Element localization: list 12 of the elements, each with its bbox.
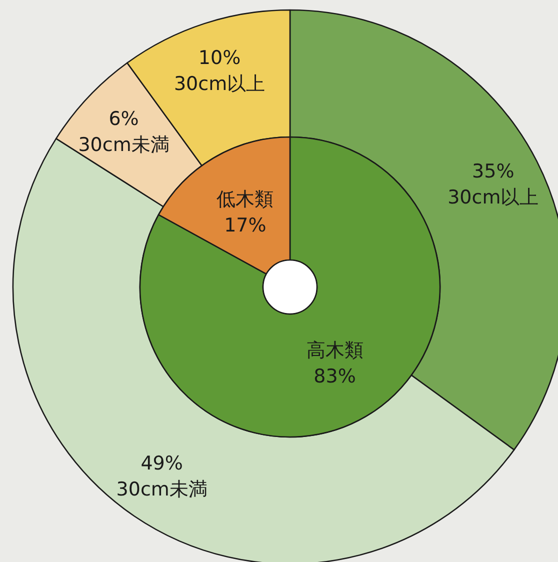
slice-label: 30cm未満 [116,478,208,501]
slice-label: 低木類 [216,188,274,210]
data-label: 49% [140,452,183,475]
data-label: 35% [472,160,514,182]
slice-label: 30cm以上 [174,73,266,96]
data-label: 83% [314,366,356,388]
data-label: 17% [224,214,266,236]
data-label: 6% [108,108,139,130]
slice-label: 高木類 [306,340,364,362]
slice-label: 30cm以上 [448,186,539,208]
slice-label: 30cm未満 [78,134,170,156]
data-label: 10% [198,47,241,70]
